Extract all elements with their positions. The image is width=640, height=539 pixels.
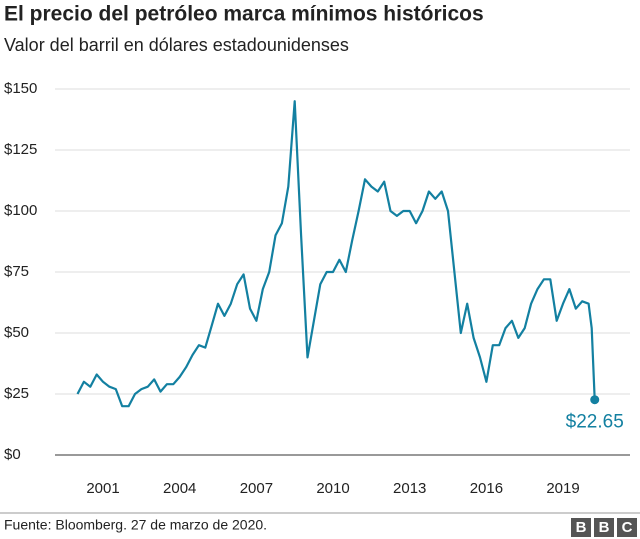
- chart-subtitle: Valor del barril en dólares estadouniden…: [4, 35, 349, 55]
- x-tick-label: 2004: [163, 480, 196, 497]
- x-tick-label: 2013: [393, 480, 426, 497]
- y-tick-label: $50: [4, 324, 29, 341]
- logo-letter: C: [622, 519, 633, 536]
- logo-box: [571, 518, 591, 537]
- y-tick-label: $100: [4, 202, 37, 219]
- price-line: [76, 100, 596, 408]
- value-label: $22.65: [566, 412, 624, 433]
- logo-box: [594, 518, 614, 537]
- x-tick-label: 2016: [470, 480, 503, 497]
- y-tick-label: $25: [4, 385, 29, 402]
- end-point: [590, 395, 600, 405]
- y-tick-label: $0: [4, 446, 21, 463]
- x-tick-label: 2001: [86, 480, 119, 497]
- x-tick-label: 2010: [316, 480, 349, 497]
- y-tick-label: $125: [4, 141, 37, 158]
- y-tick-label: $150: [4, 80, 37, 97]
- source: Fuente: Bloomberg. 27 de marzo de 2020.: [4, 517, 267, 533]
- x-tick-label: 2007: [240, 480, 273, 497]
- chart-title: El precio del petróleo marca mínimos his…: [4, 3, 484, 26]
- logo-letter: B: [576, 519, 587, 536]
- logo-box: [617, 518, 637, 537]
- logo-letter: B: [599, 519, 610, 536]
- x-tick-label: 2019: [546, 480, 579, 497]
- y-tick-label: $75: [4, 263, 29, 280]
